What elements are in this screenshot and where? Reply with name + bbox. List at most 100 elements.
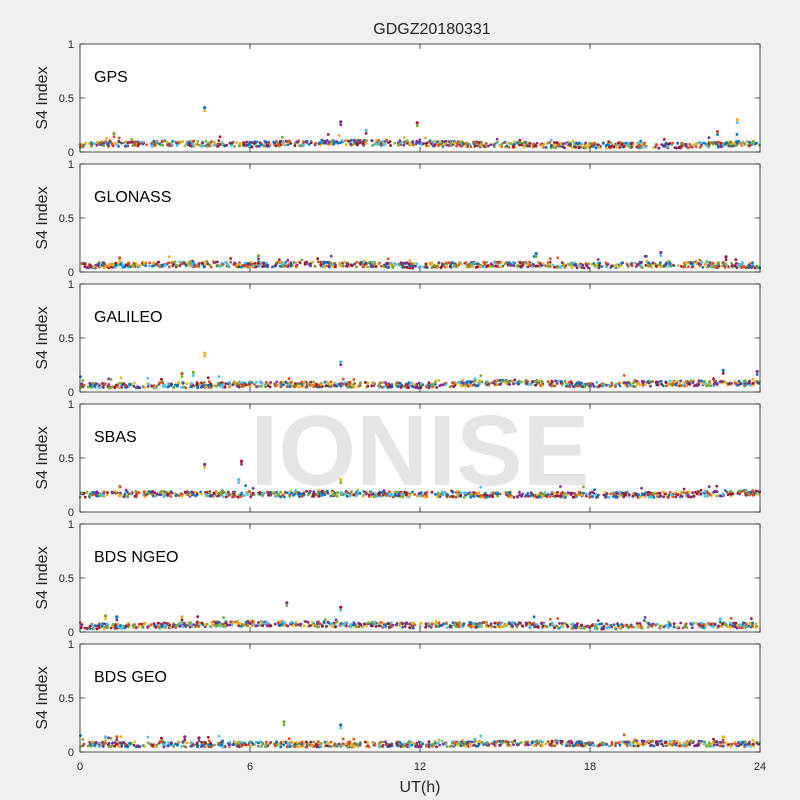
data-point xyxy=(311,260,314,264)
data-point xyxy=(731,492,735,496)
data-point xyxy=(577,265,581,269)
data-point xyxy=(440,624,443,627)
data-point xyxy=(195,620,199,624)
data-point xyxy=(499,265,503,269)
data-point xyxy=(161,144,165,147)
data-point xyxy=(695,141,698,145)
data-point xyxy=(671,141,675,145)
data-point xyxy=(312,623,315,627)
data-point xyxy=(362,143,365,147)
data-point xyxy=(424,262,428,266)
data-point xyxy=(664,381,668,384)
data-point xyxy=(158,381,162,385)
data-point xyxy=(706,261,710,264)
data-point xyxy=(297,623,300,626)
data-point xyxy=(334,265,337,269)
data-point xyxy=(627,493,631,497)
data-point xyxy=(584,141,588,145)
data-point xyxy=(555,382,559,385)
data-point xyxy=(711,264,714,268)
data-point xyxy=(408,259,412,262)
data-point xyxy=(124,488,128,492)
data-point xyxy=(184,386,188,390)
data-point xyxy=(319,383,323,386)
data-point xyxy=(628,145,632,149)
data-point xyxy=(207,144,211,148)
data-point xyxy=(373,143,377,146)
data-point xyxy=(535,623,539,626)
data-point xyxy=(652,146,655,150)
data-point xyxy=(140,625,144,629)
data-point xyxy=(610,145,613,148)
data-point xyxy=(658,261,662,265)
data-point xyxy=(697,379,701,383)
data-point xyxy=(246,262,249,265)
data-point xyxy=(339,264,343,268)
data-point xyxy=(403,140,407,143)
data-point xyxy=(203,106,207,110)
data-point xyxy=(285,604,289,608)
data-point xyxy=(180,375,184,378)
data-point xyxy=(196,140,200,143)
data-point xyxy=(250,141,254,144)
y-axis-label: S4 Index xyxy=(34,546,51,609)
data-point xyxy=(206,735,210,739)
data-point xyxy=(224,621,228,625)
data-point xyxy=(197,625,201,628)
data-point xyxy=(217,375,221,378)
data-point xyxy=(551,263,555,267)
data-points xyxy=(78,106,761,150)
data-point xyxy=(132,743,136,747)
data-point xyxy=(235,265,239,269)
data-point xyxy=(714,142,718,145)
data-point xyxy=(378,624,381,628)
data-point xyxy=(408,266,412,270)
data-point xyxy=(388,384,392,388)
data-point xyxy=(174,494,178,497)
data-point xyxy=(682,487,686,491)
data-point xyxy=(737,140,740,143)
data-point xyxy=(485,620,488,624)
data-point xyxy=(95,627,99,631)
data-point xyxy=(214,384,218,388)
data-point xyxy=(520,380,523,384)
data-point xyxy=(390,621,393,625)
data-point xyxy=(548,257,552,261)
data-point xyxy=(212,495,216,498)
data-point xyxy=(700,260,704,264)
data-point xyxy=(670,493,674,497)
data-point xyxy=(733,264,737,268)
data-point xyxy=(655,492,658,495)
data-point xyxy=(83,495,87,499)
data-point xyxy=(80,144,83,148)
data-point xyxy=(751,377,755,381)
data-point xyxy=(667,626,671,629)
data-point xyxy=(391,266,395,270)
data-point xyxy=(697,262,701,265)
data-point xyxy=(495,137,499,141)
data-point xyxy=(290,263,293,266)
data-point xyxy=(561,142,565,146)
data-point xyxy=(304,385,308,389)
data-point xyxy=(724,141,728,145)
data-point xyxy=(151,490,155,493)
data-point xyxy=(216,144,220,148)
data-point xyxy=(88,381,92,385)
data-point xyxy=(734,382,737,385)
data-point xyxy=(203,351,207,355)
data-point xyxy=(253,383,256,386)
data-point xyxy=(393,141,397,145)
data-point xyxy=(646,625,650,629)
data-point xyxy=(265,261,268,265)
data-point xyxy=(118,256,122,260)
data-point xyxy=(217,139,221,143)
data-point xyxy=(570,264,573,268)
data-point xyxy=(390,624,394,628)
data-point xyxy=(119,263,122,266)
data-point xyxy=(638,144,641,148)
data-point xyxy=(336,141,340,145)
data-point xyxy=(172,386,176,389)
data-point xyxy=(156,260,160,264)
data-point xyxy=(470,380,474,384)
data-point xyxy=(556,739,560,743)
